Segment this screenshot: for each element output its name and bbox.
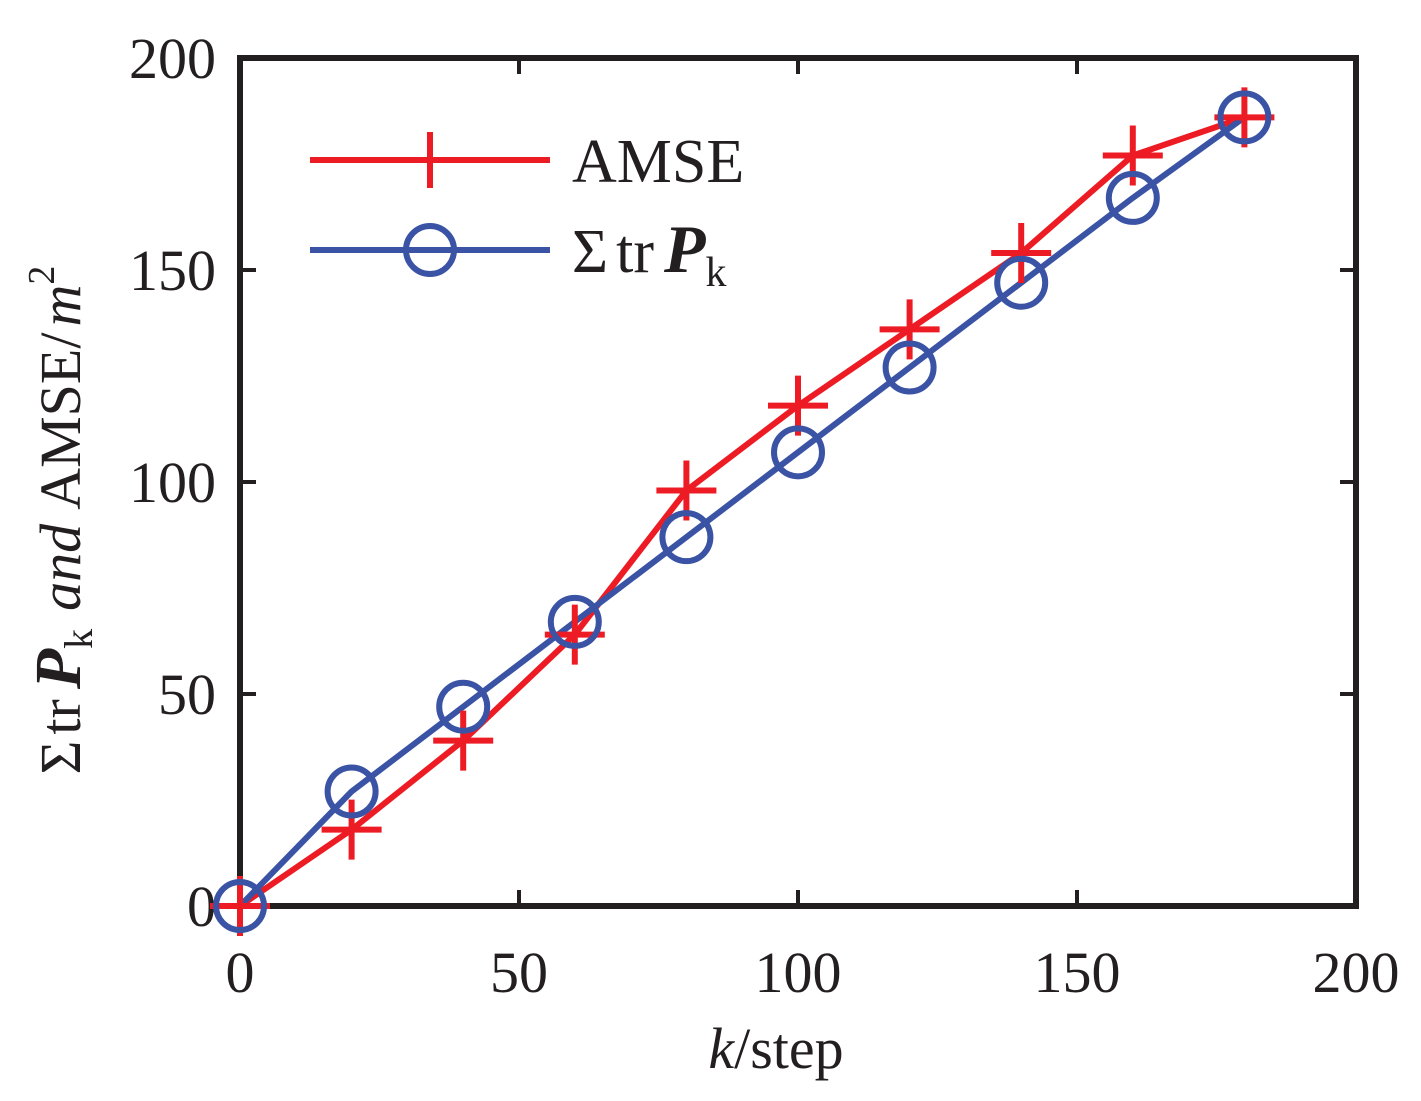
data-point-trp: [659, 510, 714, 565]
y-label-and: and: [28, 523, 93, 611]
data-point-trp: [1217, 90, 1272, 145]
data-point-trp: [882, 340, 937, 395]
y-label-tr: tr: [28, 699, 93, 734]
x-tick-label: 100: [755, 940, 842, 1005]
x-tick-label: 150: [1034, 940, 1121, 1005]
data-point-trp: [547, 594, 602, 649]
data-point-amse: [321, 799, 382, 860]
y-label-p: P: [22, 648, 95, 690]
x-axis-label: k/step: [708, 1016, 843, 1081]
legend-trp-p: P: [663, 211, 706, 287]
series-markers: [210, 87, 1275, 936]
legend-amse-label: AMSE: [572, 128, 744, 196]
x-tick-label: 0: [226, 940, 255, 1005]
y-label-sigma: Σ: [28, 741, 93, 775]
y-tick-label: 200: [129, 26, 216, 91]
x-axis-label-var: k: [708, 1016, 735, 1081]
series-lines: [237, 114, 1247, 909]
y-tick-label: 150: [129, 238, 216, 303]
x-tick-label: 50: [490, 940, 548, 1005]
data-point-trp: [436, 679, 491, 734]
legend-trp-marker: [403, 223, 457, 277]
y-axis-label: Σtr Pk and AMSE/m2: [21, 266, 101, 775]
data-point-amse: [433, 710, 494, 771]
y-tick-label: 50: [158, 662, 216, 727]
y-label-sub: k: [56, 629, 101, 649]
data-point-trp: [994, 255, 1049, 310]
y-label-m: m: [28, 285, 93, 327]
data-point-trp: [771, 425, 825, 480]
data-point-trp: [1105, 170, 1160, 225]
data-point-trp: [213, 879, 267, 933]
y-tick-label: 100: [129, 450, 216, 515]
legend-trp-tr: tr: [616, 218, 654, 286]
axis-ticks: [238, 56, 1358, 908]
legend-trp-sub: k: [706, 250, 727, 296]
x-axis-label-unit: /step: [734, 1016, 844, 1081]
data-point-amse: [1214, 87, 1275, 148]
data-point-amse: [210, 876, 270, 936]
series-line-trp: [237, 114, 1247, 909]
data-point-amse: [991, 223, 1052, 284]
data-point-trp: [324, 764, 379, 819]
series-line-amse: [238, 114, 1246, 909]
legend-trp-sigma: Σ: [572, 218, 608, 286]
plot-area-frame: [237, 55, 1359, 909]
x-tick-labels: 0 50 100 150 200: [226, 940, 1400, 1005]
y-label-amse: AMSE/: [28, 332, 93, 510]
data-point-amse: [879, 299, 940, 360]
y-label-sup: 2: [21, 266, 63, 285]
x-tick-label: 200: [1313, 940, 1400, 1005]
